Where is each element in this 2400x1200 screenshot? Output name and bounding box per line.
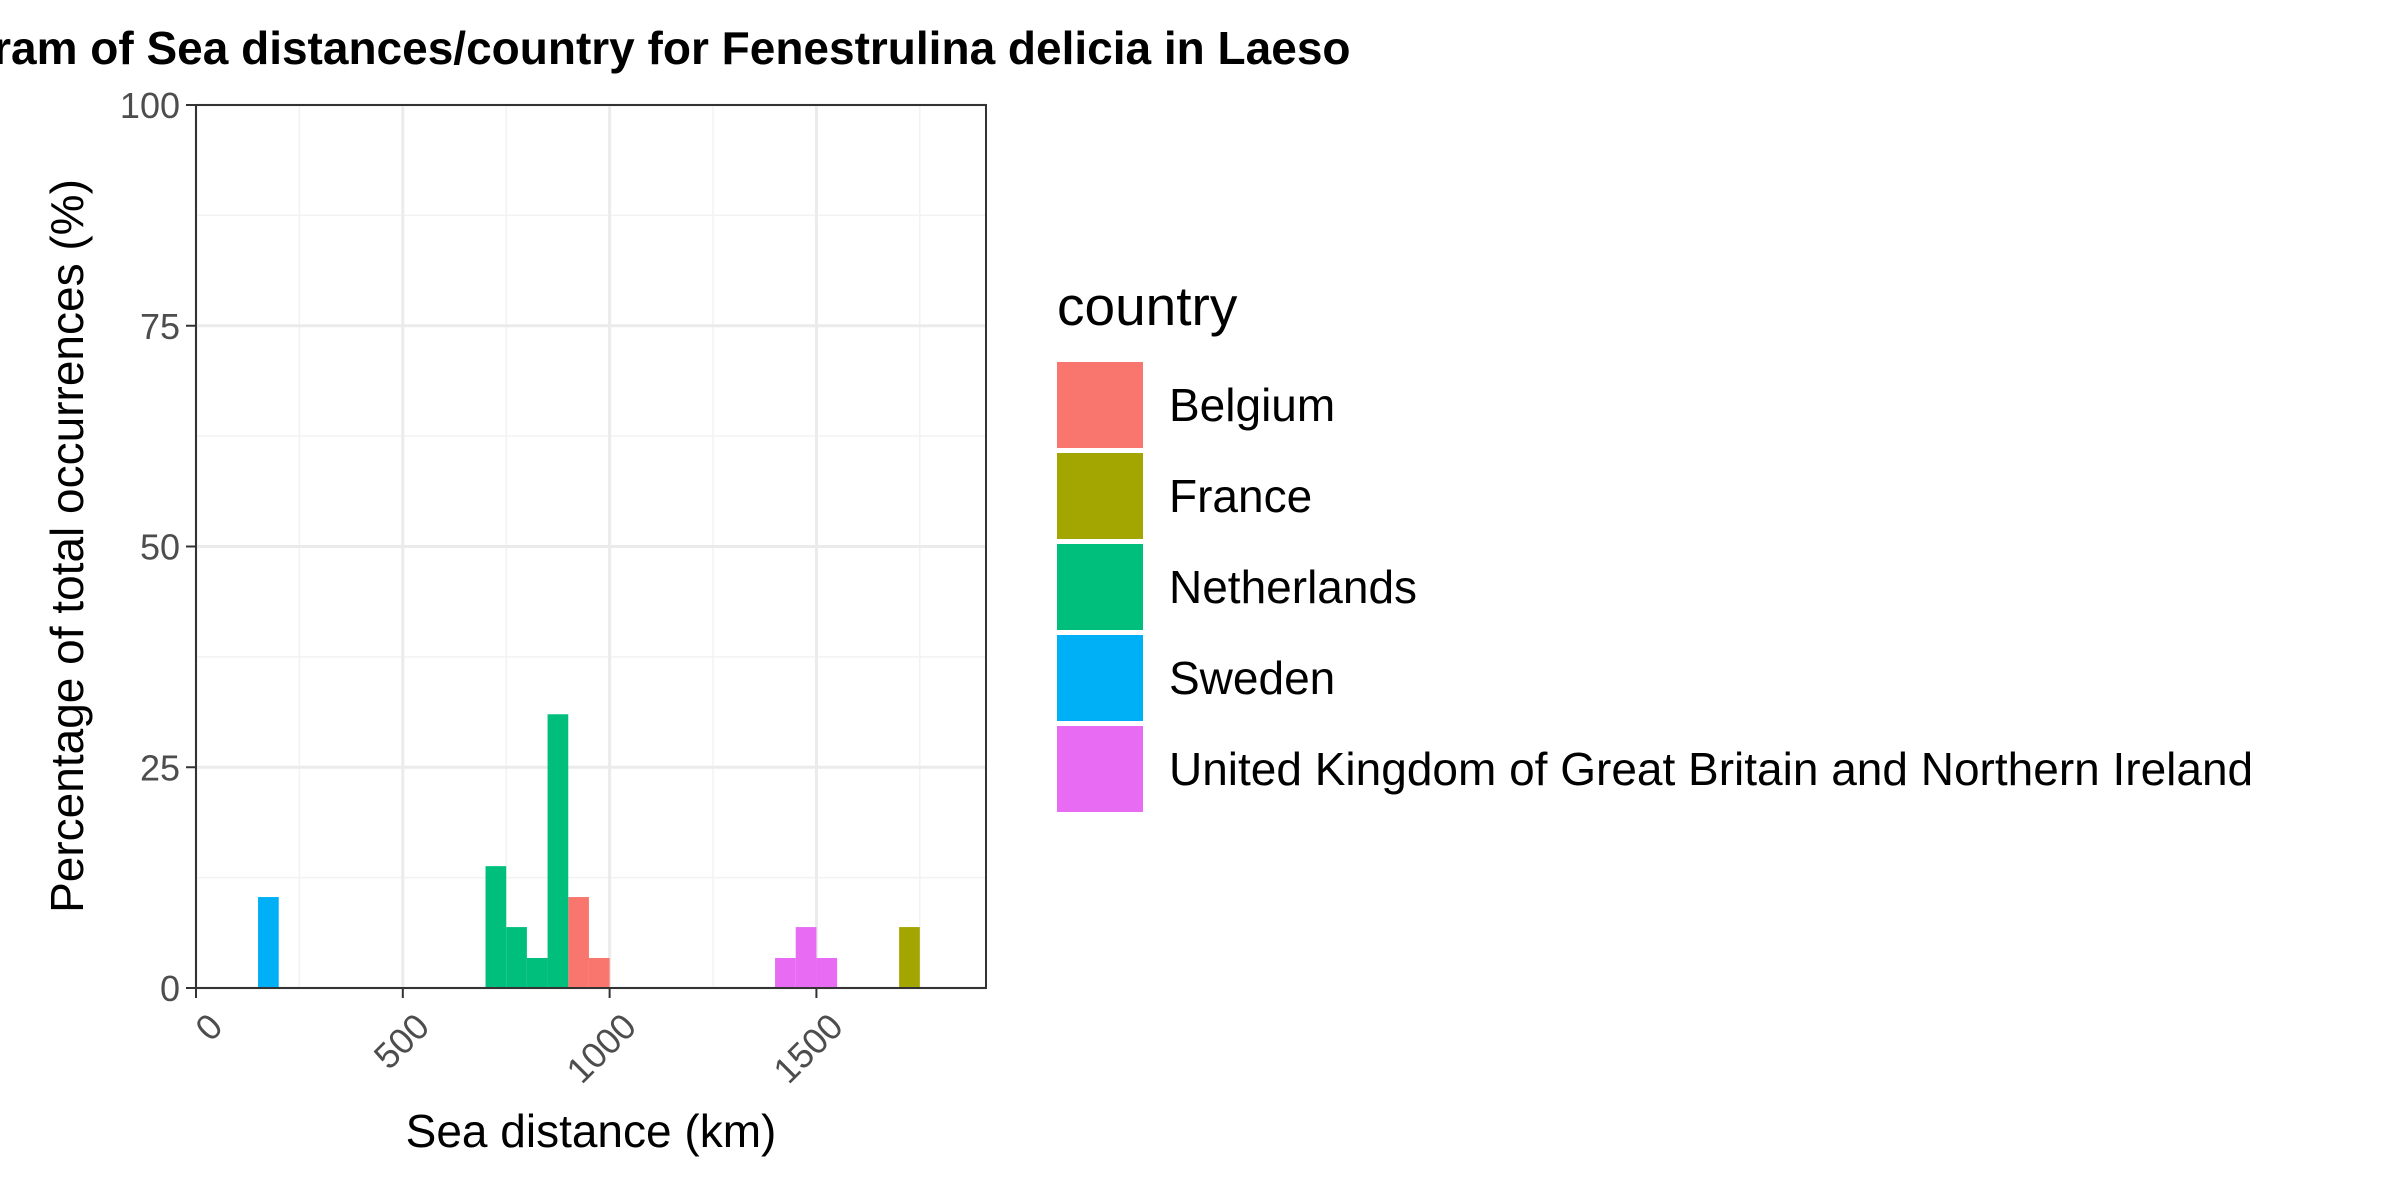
histogram-bar-belgium bbox=[568, 897, 589, 988]
histogram-bar-netherlands bbox=[547, 714, 569, 988]
y-axis-tick-label: 50 bbox=[140, 527, 180, 568]
legend-key-swatch bbox=[1057, 362, 1143, 448]
legend-item-label: United Kingdom of Great Britain and Nort… bbox=[1169, 743, 2253, 795]
legend-item-label: Netherlands bbox=[1169, 561, 1417, 613]
y-axis-tick-label: 75 bbox=[140, 306, 180, 347]
histogram-bar-belgium bbox=[588, 957, 610, 988]
bars bbox=[258, 714, 920, 988]
histogram-bar-france bbox=[899, 927, 920, 988]
legend-key-swatch bbox=[1057, 453, 1143, 539]
legend-item-label: Belgium bbox=[1169, 379, 1335, 431]
y-axis: 0 25 50 75 100 bbox=[120, 85, 196, 1009]
histogram-bar-netherlands bbox=[526, 957, 548, 988]
y-axis-tick-label: 0 bbox=[160, 968, 180, 1009]
legend-title: country bbox=[1057, 275, 1238, 337]
legend: country Belgium France Netherlands Sweden Un… bbox=[1057, 275, 2253, 812]
legend-item-label: France bbox=[1169, 470, 1312, 522]
y-axis-tick-label: 100 bbox=[120, 85, 180, 126]
histogram-bar-sweden bbox=[258, 897, 279, 988]
legend-items: Belgium France Netherlands Sweden United Kin… bbox=[1057, 362, 2253, 812]
y-axis-tick-label: 25 bbox=[140, 747, 180, 788]
histogram-bar-united-kingdom-of-great-britain-and-northern-ireland bbox=[795, 927, 817, 988]
histogram-bar-united-kingdom-of-great-britain-and-northern-ireland bbox=[775, 957, 796, 988]
legend-item-label: Sweden bbox=[1169, 652, 1335, 704]
legend-key-swatch bbox=[1057, 726, 1143, 812]
y-axis-label: Percentage of total occurrences (%) bbox=[41, 179, 93, 913]
x-axis-label: Sea distance (km) bbox=[406, 1105, 777, 1157]
histogram-bar-netherlands bbox=[506, 927, 527, 988]
histogram-bar-united-kingdom-of-great-britain-and-northern-ireland bbox=[816, 957, 838, 988]
histogram-bar-netherlands bbox=[485, 866, 507, 988]
chart-title: Histogram of Sea distances/country for F… bbox=[0, 22, 1351, 74]
legend-key-swatch bbox=[1057, 544, 1143, 630]
legend-key-swatch bbox=[1057, 635, 1143, 721]
